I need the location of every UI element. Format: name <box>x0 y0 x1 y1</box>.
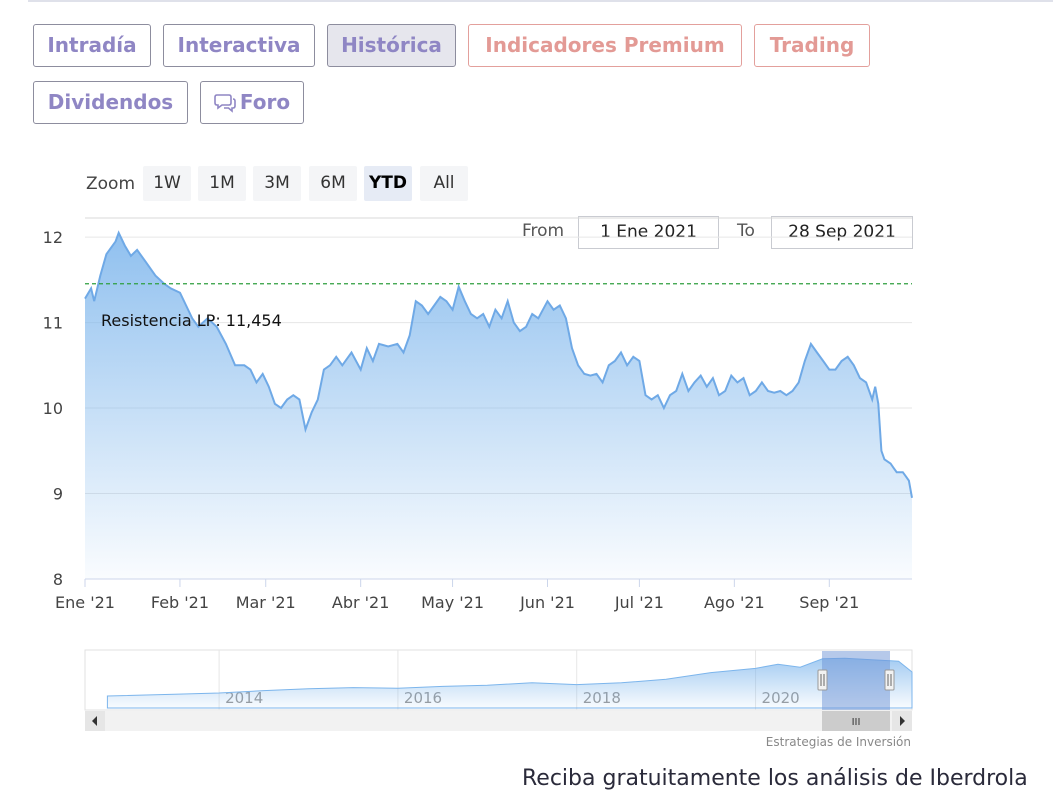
navigator-series <box>106 657 913 709</box>
price-series-line <box>84 230 913 498</box>
range-from-label: From <box>522 221 565 241</box>
top-divider <box>28 0 1053 2</box>
arrow-right-icon[interactable] <box>892 711 912 731</box>
tab-foro-label: Foro <box>239 90 291 114</box>
navigator-selection[interactable] <box>822 651 890 710</box>
tab-foro[interactable]: Foro <box>200 81 304 124</box>
price-chart: 8 9 10 11 12 Resistencia LP: 11,454 Ene '21 F… <box>43 217 913 749</box>
tab-indicadores-premium[interactable]: Indicadores Premium <box>468 24 742 67</box>
x-tick-label: Jul '21 <box>614 593 664 612</box>
x-axis-ticks: Ene '21 Feb '21 Mar '21 Abr '21 May '21 Jun '… <box>55 579 859 612</box>
zoom-all-button[interactable]: All <box>420 166 468 201</box>
tab-intradia[interactable]: Intradía <box>33 24 151 67</box>
tab-interactiva[interactable]: Interactiva <box>163 24 315 67</box>
tab-historica[interactable]: Histórica <box>327 24 456 67</box>
x-tick-label: Ago '21 <box>704 593 765 612</box>
x-tick-label: Mar '21 <box>236 593 296 612</box>
scrollbar-track[interactable] <box>85 711 912 731</box>
y-tick-label: 12 <box>43 228 63 247</box>
scrollbar-thumb[interactable] <box>822 711 890 731</box>
navigator-right-handle[interactable] <box>884 669 895 691</box>
zoom-label: Zoom <box>86 174 136 194</box>
range-to-label: To <box>737 221 755 241</box>
y-axis-ticks: 8 9 10 11 12 <box>43 228 63 589</box>
zoom-6m-button[interactable]: 6M <box>309 166 357 201</box>
tab-dividendos[interactable]: Dividendos <box>33 81 188 124</box>
arrow-left-icon[interactable] <box>85 711 105 731</box>
x-tick-label: May '21 <box>421 593 484 612</box>
y-tick-label: 11 <box>43 314 63 333</box>
x-tick-label: Feb '21 <box>151 593 209 612</box>
y-tick-label: 9 <box>53 485 63 504</box>
x-tick-label: Ene '21 <box>55 593 115 612</box>
price-area-fill <box>85 232 912 580</box>
zoom-1m-button[interactable]: 1M <box>198 166 246 201</box>
zoom-1w-button[interactable]: 1W <box>143 166 191 201</box>
resistance-label: Resistencia LP: 11,454 <box>101 311 282 330</box>
scrollbar-grip: III <box>852 717 861 728</box>
x-tick-label: Jun '21 <box>519 593 575 612</box>
tab-trading[interactable]: Trading <box>754 24 870 67</box>
navigator-left-handle[interactable] <box>817 669 828 691</box>
x-tick-label: Abr '21 <box>332 593 390 612</box>
chat-bubbles-icon <box>214 86 236 127</box>
y-tick-label: 10 <box>43 399 63 418</box>
zoom-ytd-button[interactable]: YTD <box>364 166 412 201</box>
chart-credit: Estrategias de Inversión <box>766 735 911 749</box>
y-tick-label: 8 <box>53 570 63 589</box>
x-tick-label: Sep '21 <box>799 593 859 612</box>
navigator[interactable]: 2014201620182020 III <box>84 649 913 731</box>
footer-cta[interactable]: Reciba gratuitamente los análisis de Ibe… <box>522 766 1028 791</box>
zoom-3m-button[interactable]: 3M <box>253 166 301 201</box>
